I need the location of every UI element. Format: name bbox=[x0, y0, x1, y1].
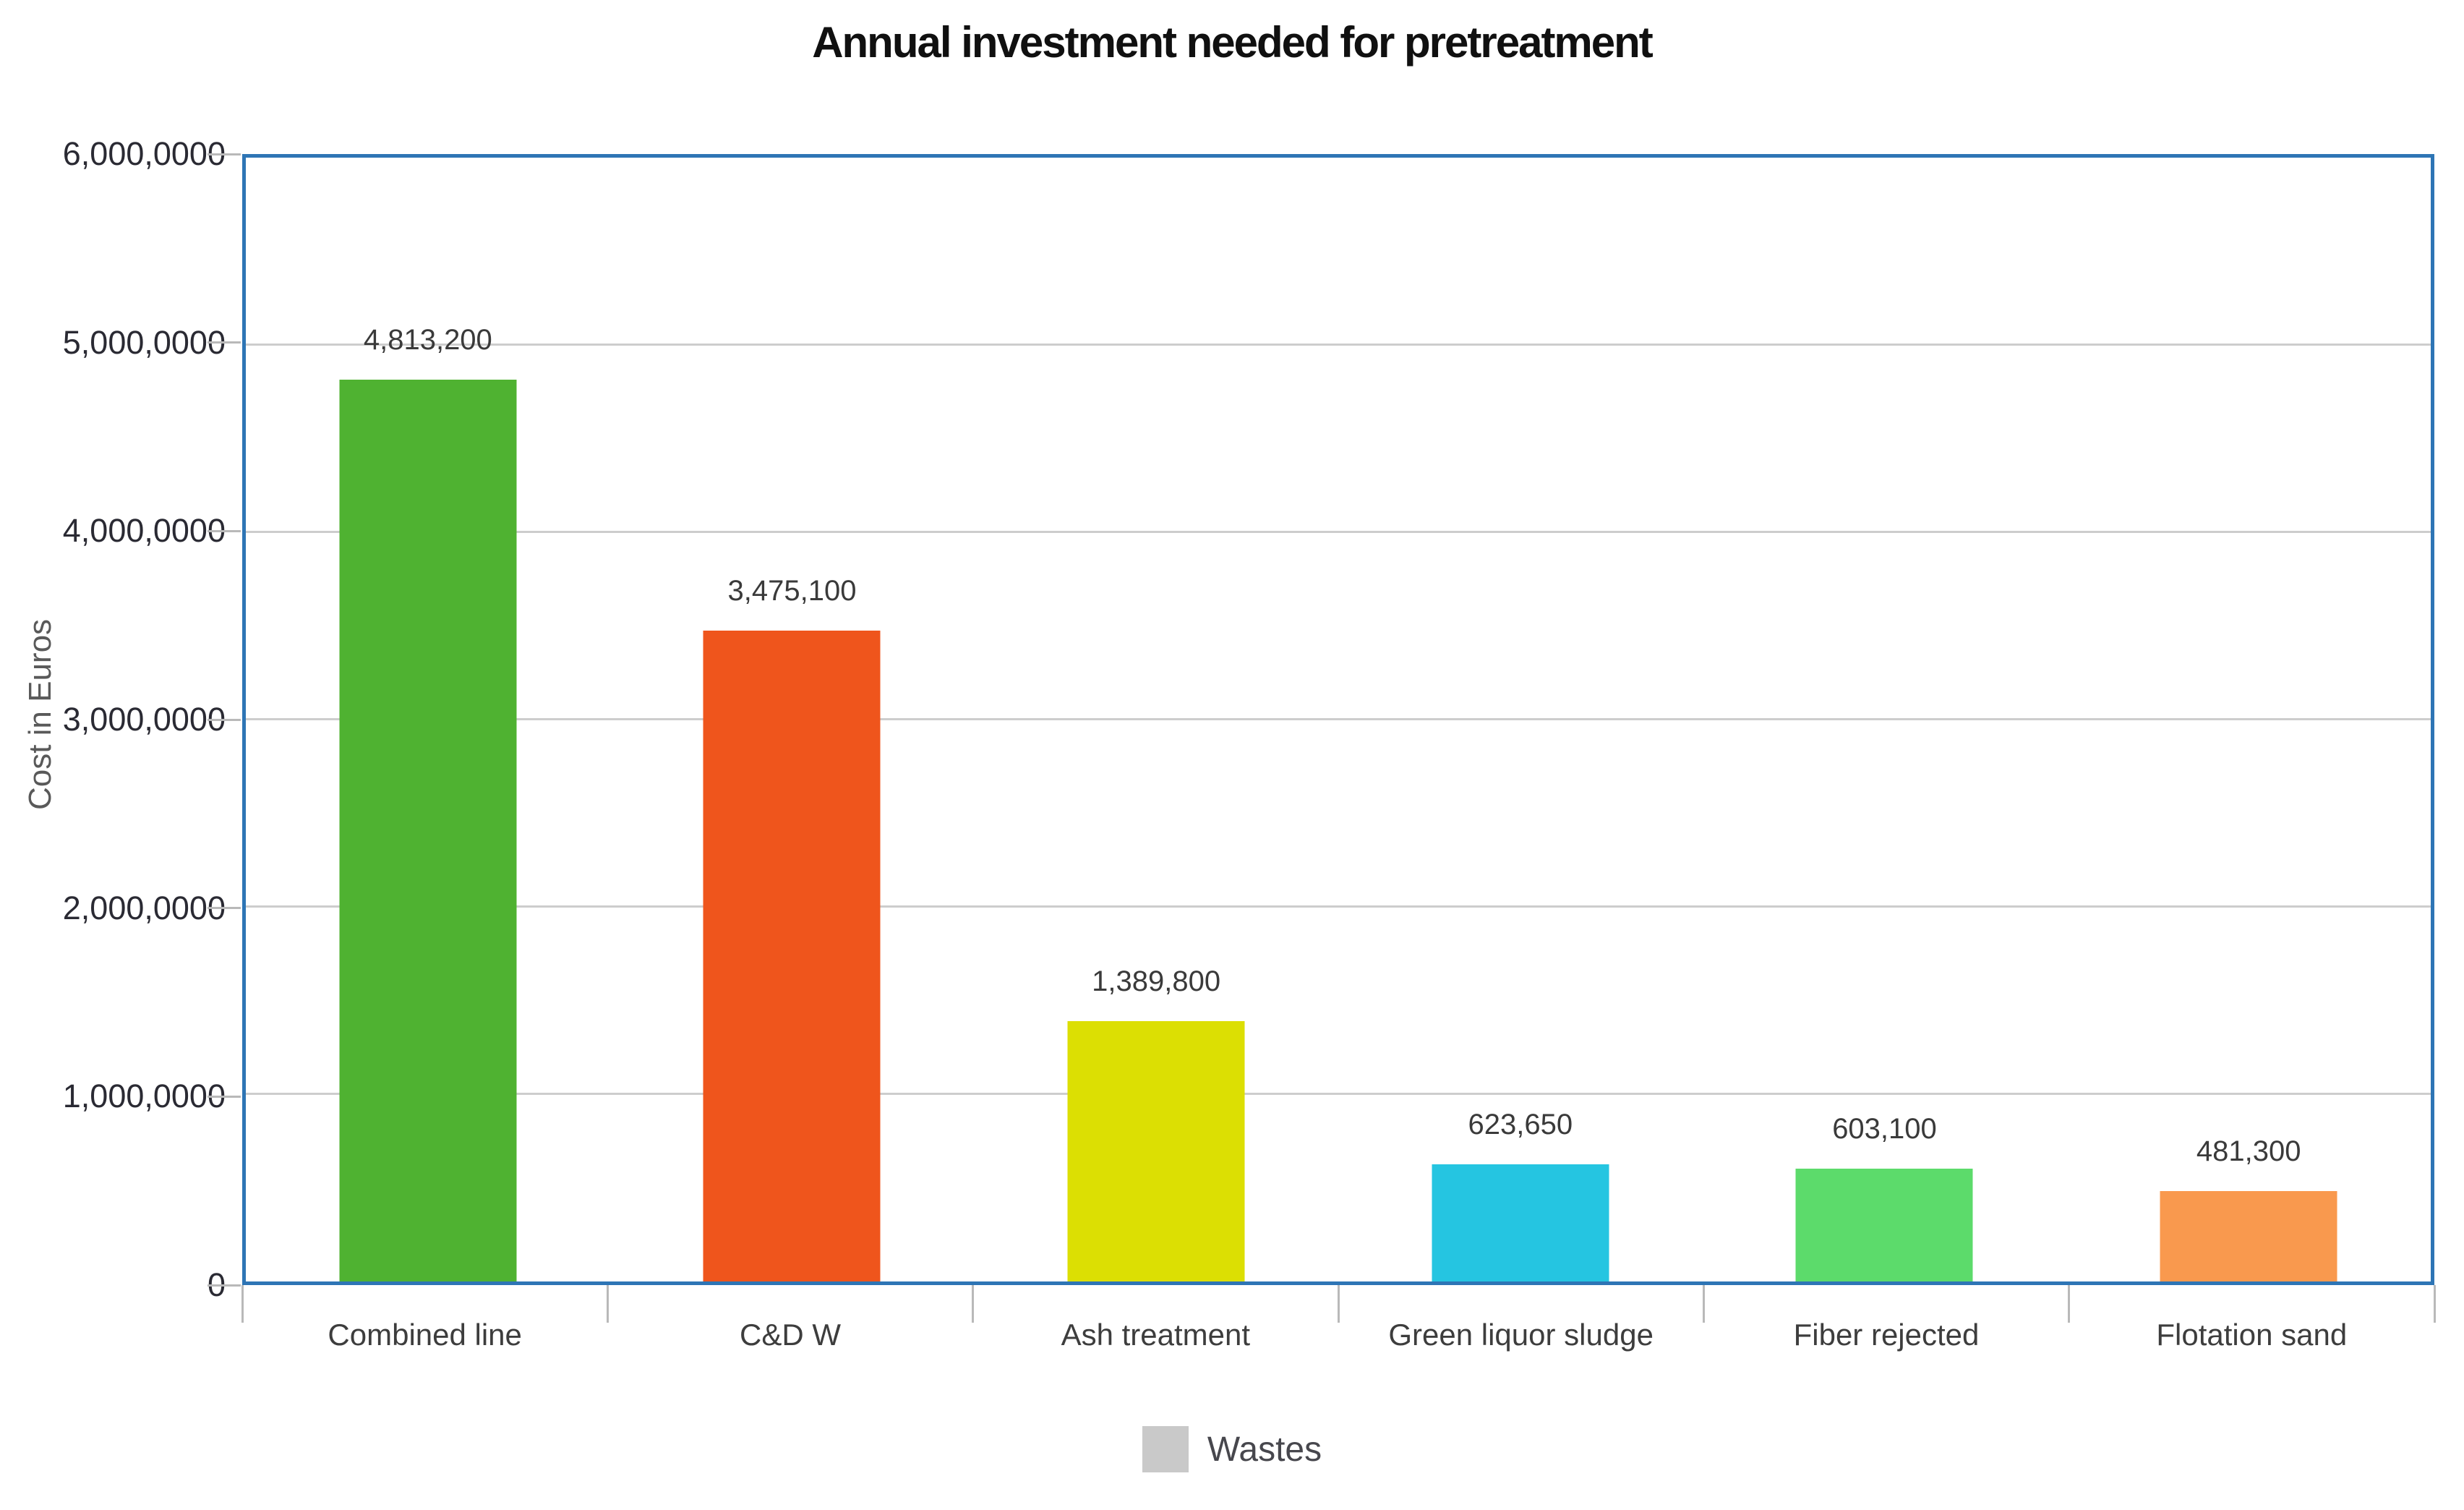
x-category-label: Green liquor sludge bbox=[1388, 1318, 1654, 1352]
y-axis-tick-labels: 6,000,0000 5,000,0000 4,000,0000 3,000,0000… bbox=[0, 135, 233, 1303]
bar-slot: 623,650 bbox=[1338, 158, 1703, 1281]
legend: Wastes bbox=[0, 1426, 2464, 1472]
y-tick-label: 1,000,0000 bbox=[62, 1078, 226, 1115]
bar-value-label: 623,650 bbox=[1468, 1109, 1573, 1141]
y-tick-label: 6,000,0000 bbox=[62, 135, 226, 172]
bar-fiber-rejected bbox=[1795, 1168, 1973, 1281]
x-axis-category-labels: Combined line C&D W Ash treatment Green liq… bbox=[242, 1318, 2434, 1368]
x-category-label: Ash treatment bbox=[1061, 1318, 1251, 1352]
y-axis-tick bbox=[208, 1095, 241, 1098]
gridline bbox=[246, 718, 2431, 720]
y-axis-tick bbox=[208, 718, 241, 721]
bar-value-label: 1,389,800 bbox=[1092, 965, 1221, 998]
x-axis-tick bbox=[1702, 1285, 1705, 1323]
bar-ash-treatment bbox=[1067, 1021, 1245, 1281]
bar-value-label: 603,100 bbox=[1832, 1112, 1937, 1145]
x-axis-tick bbox=[2068, 1285, 2071, 1323]
bar-c-d-w bbox=[703, 630, 881, 1281]
bar-slot: 1,389,800 bbox=[974, 158, 1338, 1281]
bar-green-liquor-sludge bbox=[1432, 1164, 1609, 1281]
x-category-label: Flotation sand bbox=[2156, 1318, 2348, 1352]
bar-value-label: 4,813,200 bbox=[363, 324, 492, 357]
x-category-label: Combined line bbox=[328, 1318, 522, 1352]
gridline bbox=[246, 905, 2431, 908]
y-tick-label: 5,000,0000 bbox=[62, 323, 226, 361]
y-axis-tick bbox=[208, 341, 241, 344]
bar-slot: 603,100 bbox=[1703, 158, 2067, 1281]
y-axis-tick bbox=[208, 907, 241, 910]
x-category-label: Fiber rejected bbox=[1793, 1318, 1980, 1352]
plot-area: 4,813,200 3,475,100 1,389,800 623,650 603,10… bbox=[242, 154, 2434, 1285]
y-axis-tick bbox=[208, 529, 241, 532]
y-tick-label: 4,000,0000 bbox=[62, 512, 226, 550]
gridline bbox=[246, 343, 2431, 346]
bar-slot: 4,813,200 bbox=[246, 158, 610, 1281]
x-axis-tick bbox=[1337, 1285, 1340, 1323]
x-axis-tick bbox=[2433, 1285, 2436, 1323]
x-axis-tick bbox=[972, 1285, 975, 1323]
x-axis-tick bbox=[241, 1285, 244, 1323]
y-tick-label: 3,000,0000 bbox=[62, 701, 226, 738]
gridline bbox=[246, 530, 2431, 533]
bar-slot: 481,300 bbox=[2066, 158, 2431, 1281]
bar-flotation-sand bbox=[2160, 1191, 2337, 1281]
gridline bbox=[246, 1093, 2431, 1095]
bar-slot: 3,475,100 bbox=[610, 158, 975, 1281]
bar-value-label: 481,300 bbox=[2196, 1135, 2301, 1168]
bar-value-label: 3,475,100 bbox=[727, 574, 857, 607]
legend-label: Wastes bbox=[1207, 1430, 1322, 1469]
legend-swatch bbox=[1142, 1426, 1189, 1472]
y-tick-label: 2,000,0000 bbox=[62, 889, 226, 926]
chart-title: Annual investment needed for pretreatmen… bbox=[812, 18, 1654, 67]
y-axis-tick bbox=[208, 153, 241, 155]
bar-combined-line bbox=[339, 380, 517, 1281]
y-axis-tick bbox=[208, 1284, 241, 1287]
x-category-label: C&D W bbox=[739, 1318, 841, 1352]
x-axis-tick bbox=[606, 1285, 609, 1323]
